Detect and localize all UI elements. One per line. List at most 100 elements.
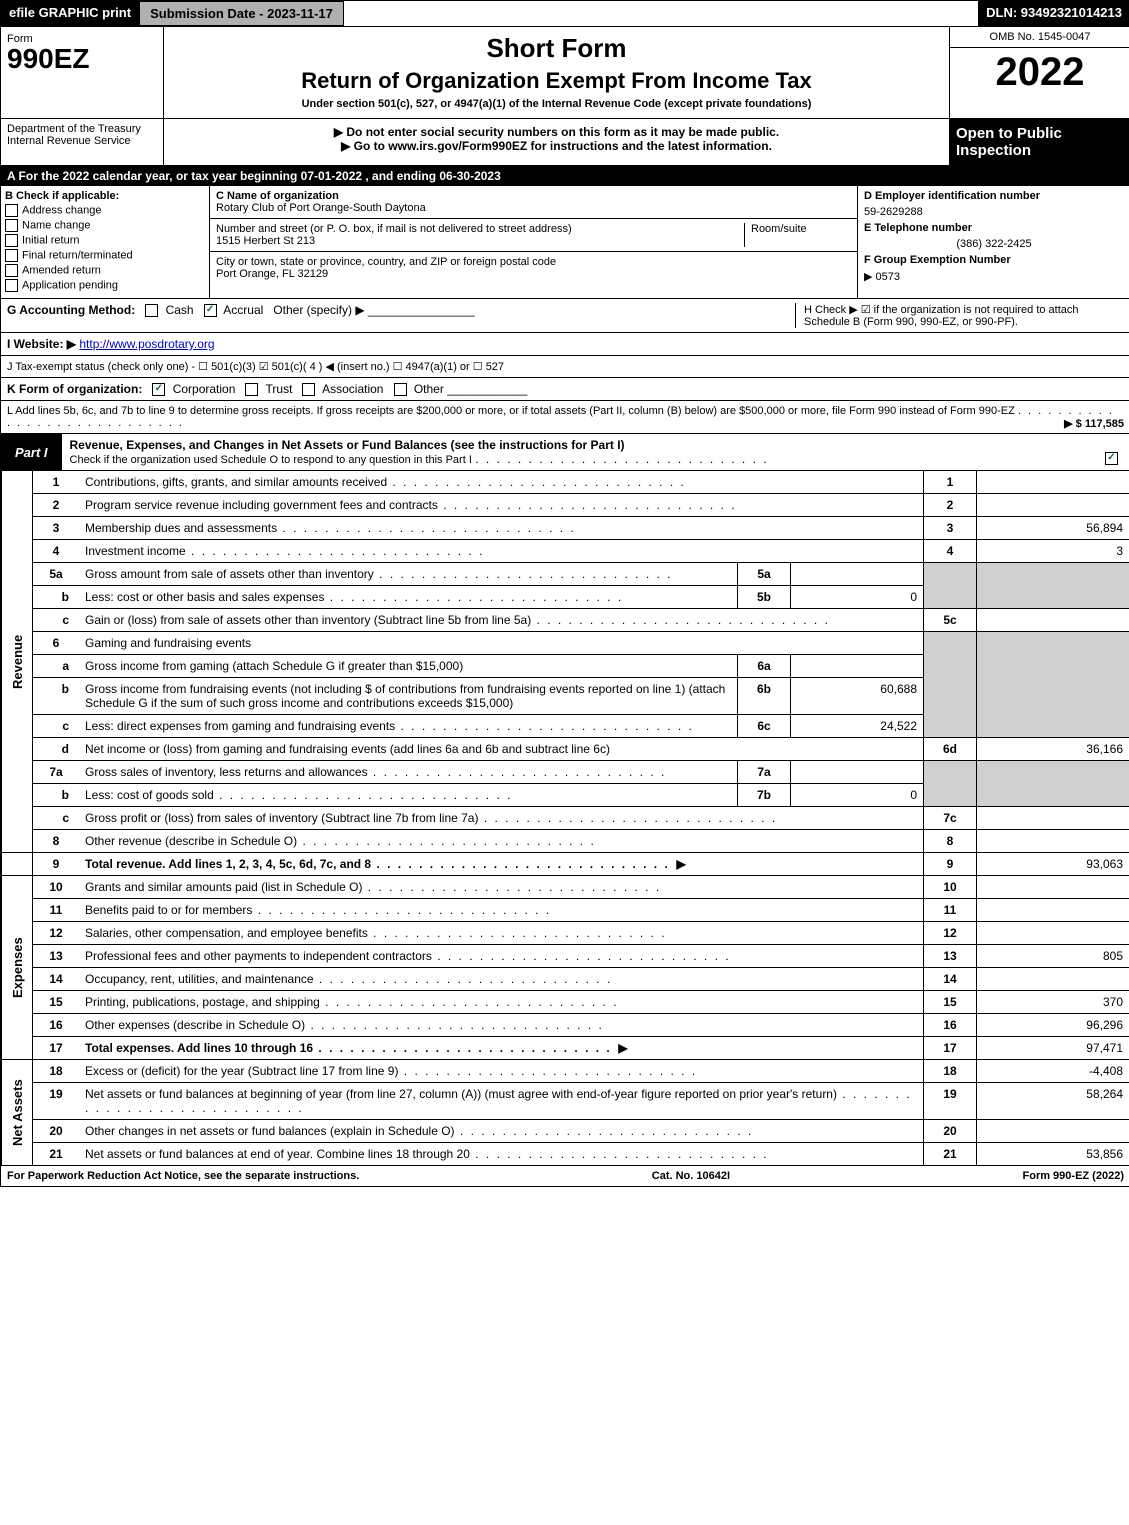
street-value: 1515 Herbert St 213: [216, 235, 744, 247]
line-5b-desc: Less: cost or other basis and sales expe…: [85, 590, 324, 604]
l-amount: ▶ $ 117,585: [1064, 417, 1124, 430]
line-20-amount: [977, 1120, 1129, 1143]
check-address[interactable]: Address change: [5, 204, 205, 217]
line-19-desc: Net assets or fund balances at beginning…: [85, 1087, 837, 1101]
line-3-desc: Membership dues and assessments: [85, 521, 277, 535]
expenses-label: Expenses: [2, 876, 33, 1060]
instruction-row: Department of the Treasury Internal Reve…: [1, 119, 1129, 166]
room-label: Room/suite: [744, 223, 851, 247]
check-initial-label: Initial return: [22, 234, 79, 246]
short-form-title: Short Form: [174, 33, 939, 64]
line-5c-amount: [977, 609, 1129, 632]
line-9-desc: Total revenue. Add lines 1, 2, 3, 4, 5c,…: [85, 857, 371, 871]
check-final-label: Final return/terminated: [22, 249, 133, 261]
line-5a-desc: Gross amount from sale of assets other t…: [85, 567, 374, 581]
line-8-desc: Other revenue (describe in Schedule O): [85, 834, 297, 848]
line-7b-amount: 0: [791, 784, 924, 807]
header-left: Form 990EZ: [1, 27, 164, 118]
line-20-desc: Other changes in net assets or fund bala…: [85, 1124, 455, 1138]
line-13-amount: 805: [977, 945, 1129, 968]
irs-label: Internal Revenue Service: [7, 135, 157, 147]
efile-label: efile GRAPHIC print: [1, 1, 139, 26]
l-text: L Add lines 5b, 6c, and 7b to line 9 to …: [7, 405, 1015, 417]
line-12-amount: [977, 922, 1129, 945]
section-i: I Website: ▶ http://www.posdrotary.org: [1, 333, 1129, 356]
section-h: H Check ▶ ☑ if the organization is not r…: [795, 303, 1124, 328]
line-10-desc: Grants and similar amounts paid (list in…: [85, 880, 362, 894]
check-accrual[interactable]: [204, 304, 217, 317]
check-schedule-o[interactable]: [1105, 452, 1118, 465]
line-9-amount: 93,063: [977, 853, 1129, 876]
line-6a-amount: [791, 655, 924, 678]
section-def: D Employer identification number 59-2629…: [858, 186, 1129, 298]
line-5b-amount: 0: [791, 586, 924, 609]
line-15-desc: Printing, publications, postage, and shi…: [85, 995, 320, 1009]
header-right: OMB No. 1545-0047 2022: [949, 27, 1129, 118]
line-16-amount: 96,296: [977, 1014, 1129, 1037]
submission-date: Submission Date - 2023-11-17: [139, 1, 344, 26]
line-7a-amount: [791, 761, 924, 784]
check-pending-label: Application pending: [22, 279, 118, 291]
part-1-check-line: Check if the organization used Schedule …: [70, 454, 472, 466]
line-7a-desc: Gross sales of inventory, less returns a…: [85, 765, 368, 779]
warning-text: ▶ Do not enter social security numbers o…: [170, 125, 943, 139]
line-14-desc: Occupancy, rent, utilities, and maintena…: [85, 972, 314, 986]
line-6b-desc: Gross income from fundraising events (no…: [85, 682, 725, 710]
instruction-center: ▶ Do not enter social security numbers o…: [164, 119, 949, 165]
line-18-desc: Excess or (deficit) for the year (Subtra…: [85, 1064, 398, 1078]
footer: For Paperwork Reduction Act Notice, see …: [1, 1166, 1129, 1186]
d-label: D Employer identification number: [864, 190, 1124, 202]
part-1-title-text: Revenue, Expenses, and Changes in Net As…: [70, 438, 625, 452]
line-11-amount: [977, 899, 1129, 922]
check-assoc[interactable]: [302, 383, 315, 396]
check-other[interactable]: [394, 383, 407, 396]
line-10-amount: [977, 876, 1129, 899]
check-cash[interactable]: [145, 304, 158, 317]
f-label: F Group Exemption Number: [864, 254, 1124, 266]
check-name-label: Name change: [22, 219, 91, 231]
org-name: Rotary Club of Port Orange-South Daytona: [216, 202, 851, 214]
check-corp[interactable]: [152, 383, 165, 396]
phone-value: (386) 322-2425: [864, 238, 1124, 250]
other-org-label: Other: [414, 382, 444, 396]
revenue-label: Revenue: [2, 471, 33, 853]
footer-right: Form 990-EZ (2022): [1023, 1170, 1124, 1182]
line-5c-desc: Gain or (loss) from sale of assets other…: [85, 613, 531, 627]
corp-label: Corporation: [173, 382, 236, 396]
line-1-amount: [977, 471, 1129, 494]
part-1-table: Revenue 1 Contributions, gifts, grants, …: [1, 470, 1129, 1166]
line-7b-desc: Less: cost of goods sold: [85, 788, 214, 802]
city-row: City or town, state or province, country…: [210, 252, 857, 284]
check-pending[interactable]: Application pending: [5, 279, 205, 292]
under-section: Under section 501(c), 527, or 4947(a)(1)…: [174, 98, 939, 110]
e-label: E Telephone number: [864, 222, 1124, 234]
part-1-label: Part I: [1, 441, 62, 464]
line-4-amount: 3: [977, 540, 1129, 563]
other-label: Other (specify) ▶: [273, 303, 364, 317]
return-title: Return of Organization Exempt From Incom…: [174, 68, 939, 94]
dept-treasury: Department of the Treasury: [7, 123, 157, 135]
line-14-amount: [977, 968, 1129, 991]
section-k: K Form of organization: Corporation Trus…: [1, 378, 1129, 401]
line-19-amount: 58,264: [977, 1083, 1129, 1120]
line-17-amount: 97,471: [977, 1037, 1129, 1060]
check-amended[interactable]: Amended return: [5, 264, 205, 277]
website-link[interactable]: http://www.posdrotary.org: [79, 337, 214, 351]
line-2-desc: Program service revenue including govern…: [85, 498, 438, 512]
group-exemption: ▶ 0573: [864, 270, 1124, 283]
check-final[interactable]: Final return/terminated: [5, 249, 205, 262]
line-6d-desc: Net income or (loss) from gaming and fun…: [85, 742, 610, 756]
check-trust[interactable]: [245, 383, 258, 396]
line-3-amount: 56,894: [977, 517, 1129, 540]
g-label: G Accounting Method:: [7, 303, 135, 317]
line-6-desc: Gaming and fundraising events: [79, 632, 924, 655]
goto-text: ▶ Go to www.irs.gov/Form990EZ for instru…: [170, 139, 943, 153]
city-value: Port Orange, FL 32129: [216, 268, 851, 280]
dln-label: DLN: 93492321014213: [978, 1, 1129, 26]
line-6b-amount: 60,688: [791, 678, 924, 715]
line-6d-amount: 36,166: [977, 738, 1129, 761]
line-8-amount: [977, 830, 1129, 853]
check-name[interactable]: Name change: [5, 219, 205, 232]
check-initial[interactable]: Initial return: [5, 234, 205, 247]
line-5a-amount: [791, 563, 924, 586]
